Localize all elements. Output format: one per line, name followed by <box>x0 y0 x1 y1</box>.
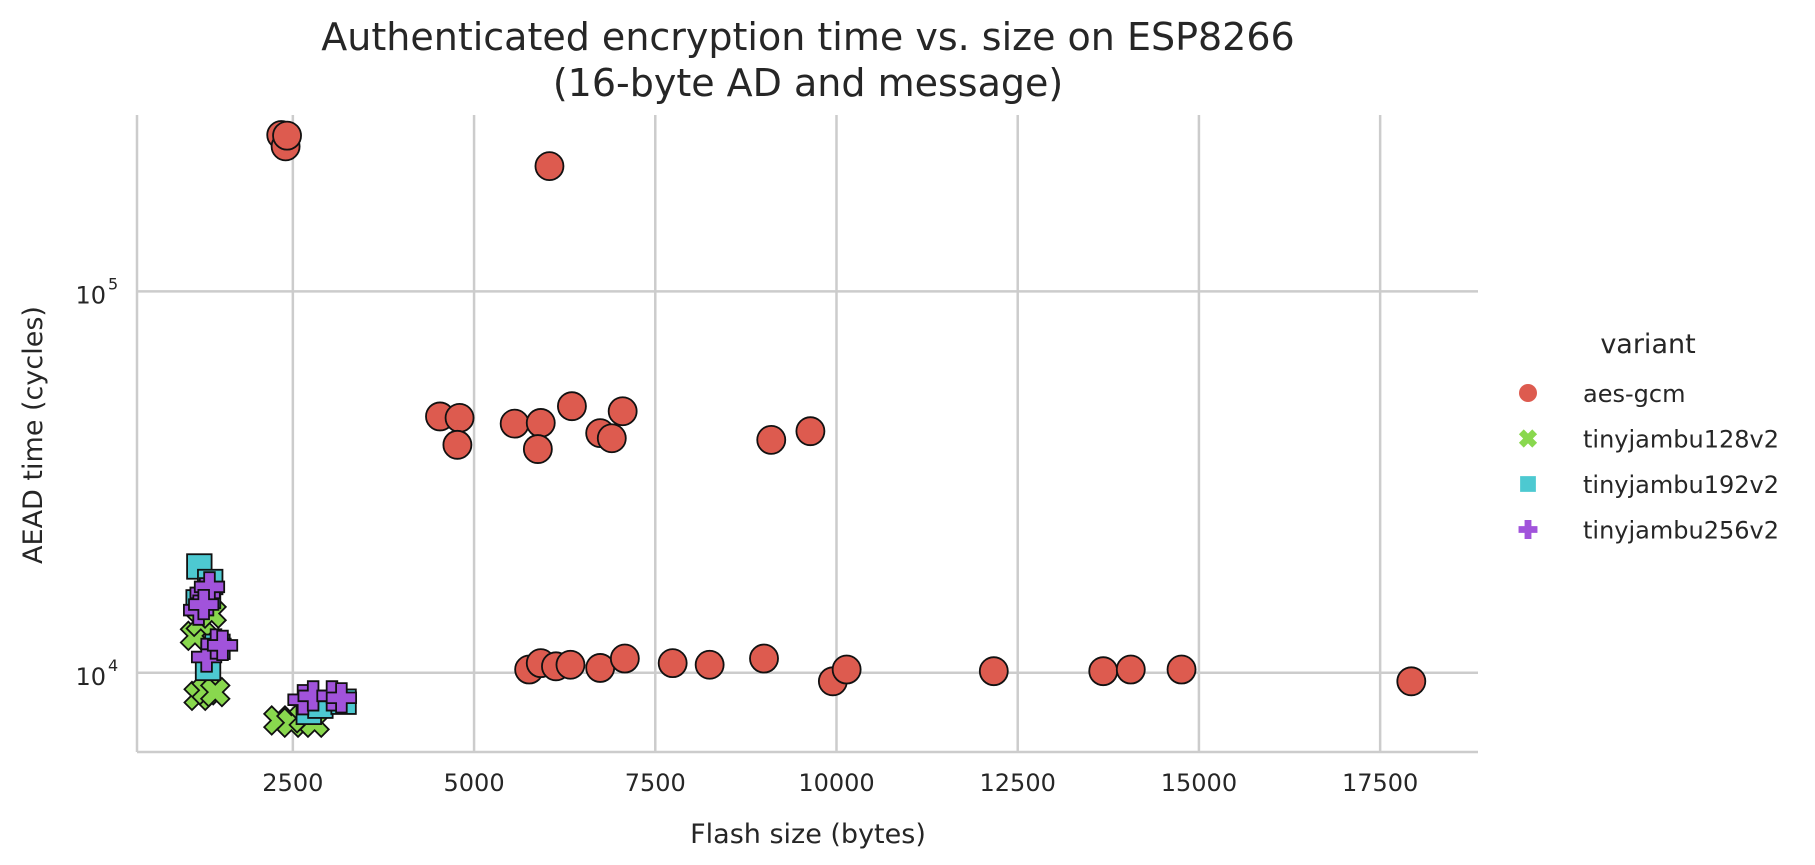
legend: variant aes-gcm tinyjambu128v2 tinyjambu19… <box>1518 329 1779 545</box>
point-aes-gcm <box>442 429 473 460</box>
svg-text:4: 4 <box>108 656 118 675</box>
svg-text:5: 5 <box>108 274 118 293</box>
legend-item-tinyjambu128v2: tinyjambu128v2 <box>1518 426 1779 454</box>
point-aes-gcm <box>1396 666 1427 697</box>
point-tinyjambu256v2 <box>188 588 220 621</box>
legend-label: tinyjambu128v2 <box>1583 426 1779 454</box>
legend-label: tinyjambu256v2 <box>1583 517 1779 545</box>
data-points <box>179 120 1427 739</box>
x-tick-label: 5000 <box>444 769 505 797</box>
point-aes-gcm <box>444 402 475 433</box>
x-tick-label: 2500 <box>262 769 323 797</box>
point-aes-gcm <box>596 423 627 454</box>
point-aes-gcm <box>555 649 586 680</box>
legend-title: variant <box>1600 329 1695 360</box>
x-axis-label: Flash size (bytes) <box>690 819 926 850</box>
legend-item-aes-gcm: aes-gcm <box>1519 380 1685 408</box>
legend-marker <box>1519 384 1537 402</box>
chart-subtitle: (16-byte AD and message) <box>553 61 1063 105</box>
point-aes-gcm <box>756 424 787 455</box>
x-tick-label: 10000 <box>798 769 874 797</box>
svg-text:10: 10 <box>75 663 106 691</box>
y-tick-label: 10 5 <box>75 274 118 309</box>
legend-marker <box>1518 520 1538 539</box>
point-aes-gcm <box>522 434 553 464</box>
point-aes-gcm <box>657 648 688 679</box>
point-aes-gcm <box>272 120 302 151</box>
point-aes-gcm <box>795 416 826 447</box>
x-tick-labels: 2500 5000 7500 10000 12500 15000 17500 <box>262 769 1418 797</box>
y-tick-label: 10 4 <box>75 656 118 691</box>
point-aes-gcm <box>1088 656 1119 687</box>
point-aes-gcm <box>534 151 565 182</box>
point-aes-gcm <box>607 396 638 427</box>
point-aes-gcm <box>609 643 640 674</box>
point-aes-gcm <box>499 408 530 439</box>
axes-spines <box>135 115 1478 754</box>
legend-marker <box>1518 429 1538 448</box>
point-aes-gcm <box>749 643 779 674</box>
point-aes-gcm <box>1166 654 1197 685</box>
svg-text:10: 10 <box>75 281 106 309</box>
legend-item-tinyjambu256v2: tinyjambu256v2 <box>1518 517 1779 545</box>
point-tinyjambu256v2 <box>325 682 358 714</box>
point-aes-gcm <box>694 649 725 680</box>
series-tinyjambu256v2 <box>183 571 358 716</box>
legend-item-tinyjambu192v2: tinyjambu192v2 <box>1520 471 1779 499</box>
point-aes-gcm <box>525 408 556 438</box>
legend-label: tinyjambu192v2 <box>1583 471 1779 499</box>
y-axis-label: AEAD time (cycles) <box>18 306 49 564</box>
x-tick-label: 7500 <box>625 769 686 797</box>
point-tinyjambu256v2 <box>206 629 239 661</box>
legend-marker <box>1520 476 1536 492</box>
point-aes-gcm <box>557 391 587 422</box>
point-aes-gcm <box>978 656 1009 687</box>
x-tick-label: 15000 <box>1161 769 1237 797</box>
series-aes-gcm <box>266 120 1427 697</box>
legend-label: aes-gcm <box>1583 380 1685 408</box>
grid <box>137 115 1478 752</box>
x-tick-label: 17500 <box>1342 769 1418 797</box>
x-tick-label: 12500 <box>980 769 1056 797</box>
point-aes-gcm <box>831 654 862 685</box>
chart-title: Authenticated encryption time vs. size o… <box>321 15 1294 59</box>
point-aes-gcm <box>1115 654 1146 685</box>
